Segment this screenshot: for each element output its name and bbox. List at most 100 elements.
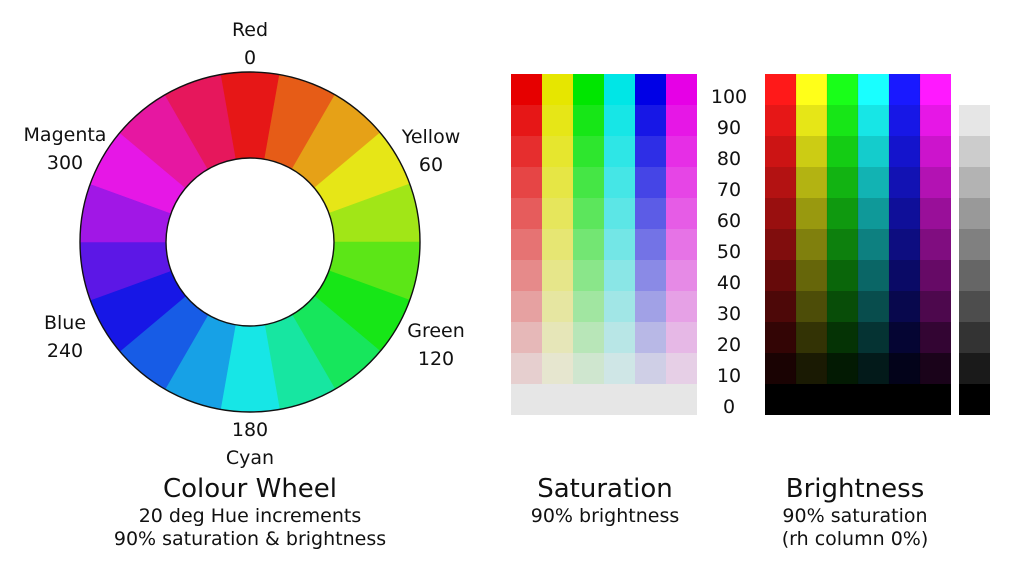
wheel-label-value: 300 xyxy=(47,152,83,174)
scale-label: 60 xyxy=(717,210,741,232)
bri-cell-h180-v90 xyxy=(858,105,889,136)
bri-cell-h60-v30 xyxy=(796,291,827,322)
sat-cell-h120-s40 xyxy=(573,260,604,291)
bri-cell-h240-v10 xyxy=(889,353,920,384)
bri-cell-h240-v0 xyxy=(889,384,920,415)
gray-cell-v70 xyxy=(959,167,990,198)
bri-cell-h240-v30 xyxy=(889,291,920,322)
brightness-caption: Brightness 90% saturation (rh column 0%) xyxy=(745,474,965,551)
sat-cell-h300-s80 xyxy=(666,136,697,167)
wheel-caption: Colour Wheel 20 deg Hue increments 90% s… xyxy=(60,474,440,551)
wheel-label-name: Magenta xyxy=(24,124,107,146)
sat-cell-h180-s10 xyxy=(604,353,635,384)
sat-cell-h60-s90 xyxy=(542,105,573,136)
wheel-labels: Red 0 Yellow 60 Green 120 180 Cyan Blue 240 Magent… xyxy=(24,19,465,469)
sat-cell-h240-s0 xyxy=(635,384,666,415)
bri-cell-h60-v40 xyxy=(796,260,827,291)
sat-cell-h120-s50 xyxy=(573,229,604,260)
scale-label: 30 xyxy=(717,303,741,325)
bri-cell-h180-v50 xyxy=(858,229,889,260)
sat-cell-h180-s60 xyxy=(604,198,635,229)
wheel-label-value: 0 xyxy=(244,47,256,69)
sat-cell-h60-s0 xyxy=(542,384,573,415)
bri-cell-h240-v90 xyxy=(889,105,920,136)
wheel-outer-ring xyxy=(79,71,421,413)
gray-cell-v50 xyxy=(959,229,990,260)
bri-cell-h180-v30 xyxy=(858,291,889,322)
gray-cell-v10 xyxy=(959,353,990,384)
bri-cell-h120-v70 xyxy=(827,167,858,198)
bri-cell-h60-v100 xyxy=(796,74,827,105)
sat-cell-h180-s90 xyxy=(604,105,635,136)
wheel-label-value: 120 xyxy=(418,348,454,370)
bri-cell-h120-v40 xyxy=(827,260,858,291)
sat-cell-h240-s40 xyxy=(635,260,666,291)
bri-cell-h300-v20 xyxy=(920,322,951,353)
colour-wheel xyxy=(79,71,421,413)
brightness-grid xyxy=(765,74,951,415)
bri-cell-h300-v90 xyxy=(920,105,951,136)
sat-cell-h60-s100 xyxy=(542,74,573,105)
sat-cell-h120-s10 xyxy=(573,353,604,384)
bri-cell-h300-v60 xyxy=(920,198,951,229)
scale-label: 40 xyxy=(717,272,741,294)
sat-cell-h300-s30 xyxy=(666,291,697,322)
sat-cell-h0-s50 xyxy=(511,229,542,260)
gray-cell-v30 xyxy=(959,291,990,322)
sat-cell-h60-s10 xyxy=(542,353,573,384)
bri-cell-h180-v10 xyxy=(858,353,889,384)
sat-cell-h120-s70 xyxy=(573,167,604,198)
wheel-label-name: Cyan xyxy=(226,447,274,469)
sat-cell-h0-s40 xyxy=(511,260,542,291)
sat-cell-h120-s90 xyxy=(573,105,604,136)
sat-cell-h180-s100 xyxy=(604,74,635,105)
sat-cell-h0-s80 xyxy=(511,136,542,167)
bri-cell-h240-v60 xyxy=(889,198,920,229)
sat-cell-h240-s70 xyxy=(635,167,666,198)
bri-cell-h0-v40 xyxy=(765,260,796,291)
saturation-caption-title: Saturation xyxy=(537,474,673,504)
sat-cell-h60-s30 xyxy=(542,291,573,322)
bri-cell-h180-v60 xyxy=(858,198,889,229)
sat-cell-h0-s20 xyxy=(511,322,542,353)
sat-cell-h0-s70 xyxy=(511,167,542,198)
sat-cell-h120-s60 xyxy=(573,198,604,229)
bri-cell-h0-v100 xyxy=(765,74,796,105)
brightness-caption-line1: 90% saturation xyxy=(782,505,928,528)
scale-label: 50 xyxy=(717,241,741,263)
brightness-caption-line2: (rh column 0%) xyxy=(781,527,929,550)
wheel-label-name: Yellow xyxy=(401,126,461,148)
sat-cell-h180-s0 xyxy=(604,384,635,415)
sat-cell-h180-s20 xyxy=(604,322,635,353)
bri-cell-h60-v50 xyxy=(796,229,827,260)
bri-cell-h60-v10 xyxy=(796,353,827,384)
wheel-caption-line2: 90% saturation & brightness xyxy=(113,527,387,550)
bri-cell-h60-v80 xyxy=(796,136,827,167)
bri-cell-h240-v70 xyxy=(889,167,920,198)
wheel-label-name: Green xyxy=(407,320,465,342)
gray-cell-v80 xyxy=(959,136,990,167)
sat-cell-h0-s10 xyxy=(511,353,542,384)
bri-cell-h180-v70 xyxy=(858,167,889,198)
bri-cell-h0-v90 xyxy=(765,105,796,136)
sat-cell-h120-s0 xyxy=(573,384,604,415)
sat-cell-h240-s60 xyxy=(635,198,666,229)
sat-cell-h60-s20 xyxy=(542,322,573,353)
bri-cell-h240-v40 xyxy=(889,260,920,291)
sat-cell-h240-s30 xyxy=(635,291,666,322)
sat-cell-h240-s90 xyxy=(635,105,666,136)
brightness-gray-column xyxy=(959,105,990,415)
bri-cell-h240-v50 xyxy=(889,229,920,260)
sat-cell-h240-s100 xyxy=(635,74,666,105)
bri-cell-h0-v0 xyxy=(765,384,796,415)
sat-cell-h180-s70 xyxy=(604,167,635,198)
bri-cell-h120-v80 xyxy=(827,136,858,167)
sat-cell-h0-s0 xyxy=(511,384,542,415)
bri-cell-h240-v100 xyxy=(889,74,920,105)
scale-label: 70 xyxy=(717,179,741,201)
bri-cell-h0-v20 xyxy=(765,322,796,353)
sat-cell-h240-s20 xyxy=(635,322,666,353)
bri-cell-h120-v100 xyxy=(827,74,858,105)
gray-cell-v40 xyxy=(959,260,990,291)
